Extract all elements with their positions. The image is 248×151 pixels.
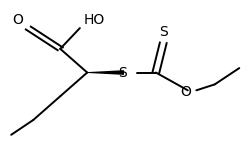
- Text: O: O: [12, 13, 23, 27]
- Text: S: S: [118, 66, 127, 80]
- Text: HO: HO: [84, 13, 105, 27]
- Text: S: S: [159, 25, 168, 39]
- Text: O: O: [180, 85, 191, 98]
- Polygon shape: [87, 70, 124, 75]
